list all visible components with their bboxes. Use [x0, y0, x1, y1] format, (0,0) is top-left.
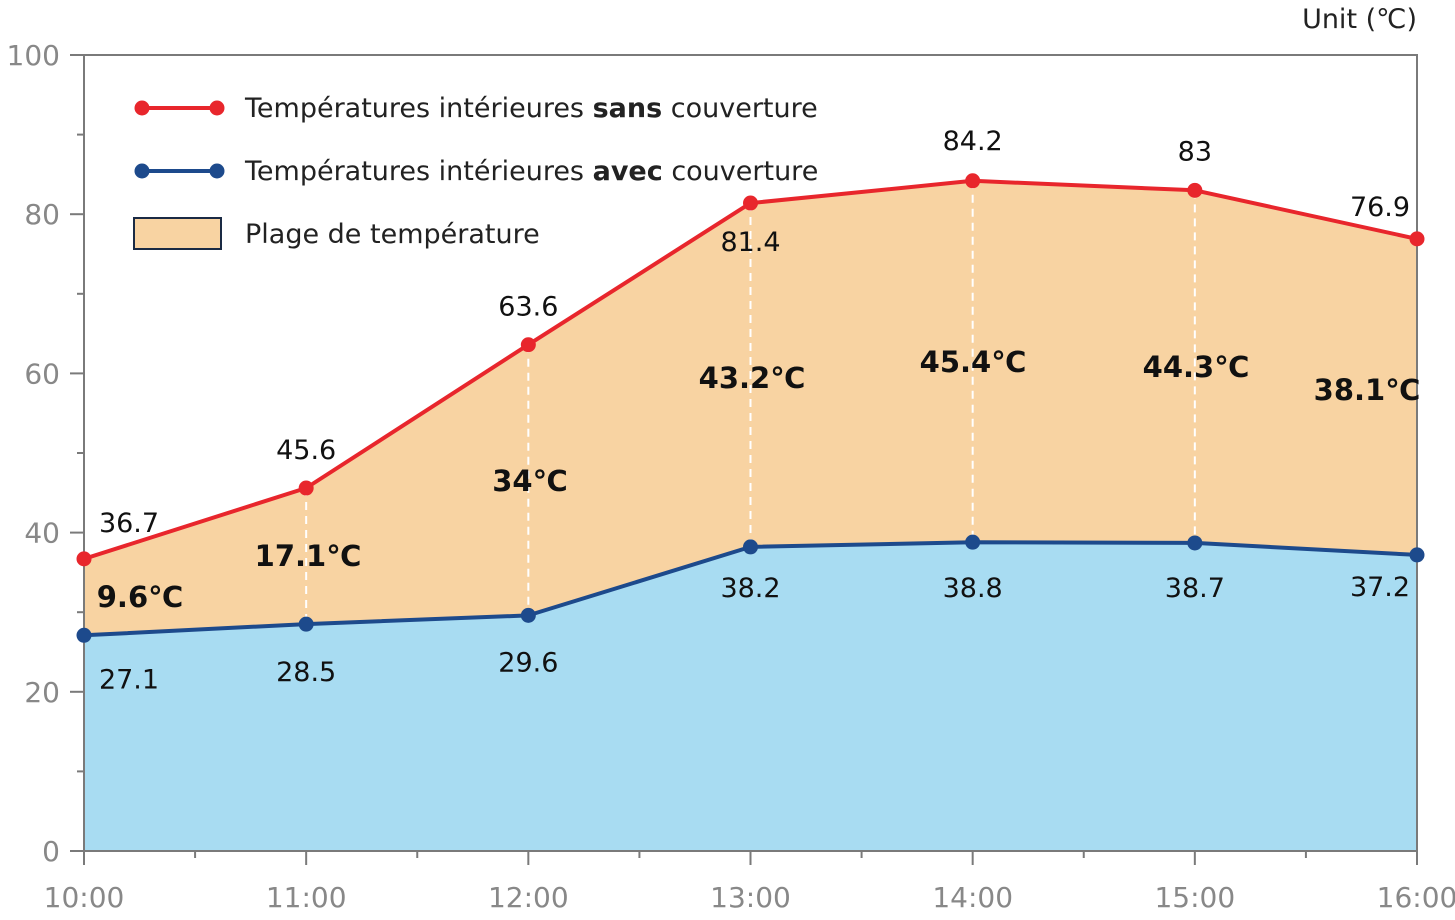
legend-marker-avec: [134, 163, 150, 179]
legend-label-part: couverture: [663, 156, 819, 187]
legend-label-part: avec: [593, 156, 663, 187]
data-point-avec: [1187, 535, 1203, 551]
legend-marker-sans: [209, 100, 225, 116]
range-difference-label: 38.1℃: [1314, 373, 1421, 407]
data-label-sans: 36.7: [99, 508, 159, 539]
data-point-avec: [965, 534, 981, 550]
data-label-avec: 37.2: [1350, 572, 1410, 603]
data-label-sans: 84.2: [943, 126, 1003, 157]
range-difference-label: 44.3℃: [1143, 350, 1250, 384]
y-tick-label: 60: [24, 357, 60, 390]
data-point-sans: [1409, 231, 1425, 247]
range-difference-label: 43.2℃: [699, 361, 806, 395]
data-point-avec: [520, 607, 536, 623]
x-tick-label: 12:00: [488, 881, 569, 914]
data-point-sans: [743, 195, 758, 211]
data-point-avec: [76, 627, 92, 643]
data-point-avec: [1409, 547, 1425, 563]
legend-label-range: Plage de température: [245, 219, 540, 250]
y-tick-label: 0: [42, 835, 60, 868]
y-tick-label: 100: [7, 39, 60, 72]
data-label-sans: 83: [1178, 136, 1212, 167]
data-label-sans: 63.6: [498, 292, 558, 323]
data-point-avec: [298, 616, 314, 632]
x-tick-label: 13:00: [710, 881, 791, 914]
data-point-sans: [298, 480, 314, 496]
range-difference-label: 45.4℃: [920, 345, 1027, 379]
data-point-sans: [965, 173, 981, 189]
x-tick-label: 16:00: [1377, 881, 1455, 914]
legend-label-part: couverture: [662, 93, 818, 124]
data-label-sans: 81.4: [720, 227, 780, 258]
y-tick-label: 80: [24, 198, 60, 231]
range-difference-label: 9.6℃: [97, 580, 184, 614]
data-point-sans: [76, 551, 92, 567]
data-label-sans: 76.9: [1350, 192, 1410, 223]
legend-label-part: sans: [593, 93, 663, 124]
data-label-avec: 28.5: [276, 657, 336, 688]
range-difference-label: 34℃: [492, 464, 567, 498]
data-label-avec: 38.2: [720, 573, 780, 604]
legend-label-part: Températures intérieures: [244, 93, 593, 124]
x-tick-label: 14:00: [932, 881, 1013, 914]
data-point-sans: [520, 337, 536, 353]
lower-area: [84, 542, 1417, 851]
x-tick-label: 10:00: [44, 881, 125, 914]
data-label-avec: 38.7: [1165, 573, 1225, 604]
legend-marker-sans: [134, 100, 150, 116]
legend-label-avec: Températures intérieures avec couverture: [244, 156, 818, 187]
data-label-avec: 38.8: [943, 573, 1003, 604]
legend-marker-avec: [209, 163, 225, 179]
x-tick-label: 11:00: [266, 881, 347, 914]
x-tick-label: 15:00: [1154, 881, 1235, 914]
data-label-avec: 27.1: [99, 664, 159, 695]
data-label-avec: 29.6: [498, 647, 558, 678]
data-point-sans: [1187, 182, 1203, 198]
range-difference-label: 17.1℃: [255, 539, 362, 573]
temperature-range-area: [84, 180, 1417, 636]
unit-label: Unit (℃): [1302, 4, 1417, 35]
y-tick-label: 20: [24, 676, 60, 709]
legend-label-part: Températures intérieures: [244, 156, 593, 187]
legend-label-sans: Températures intérieures sans couverture: [244, 93, 818, 124]
data-point-avec: [743, 539, 758, 555]
y-tick-label: 40: [24, 517, 60, 550]
legend-swatch-range: [133, 217, 222, 250]
data-label-sans: 45.6: [276, 435, 336, 466]
